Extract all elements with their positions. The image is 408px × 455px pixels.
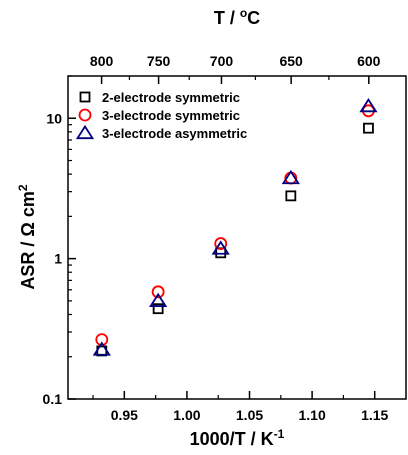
x-tick-label: 1.15 <box>361 407 388 423</box>
data-point-triangle <box>281 169 300 185</box>
top-tick-label: 750 <box>147 53 171 69</box>
x-tick-label: 1.05 <box>236 407 263 423</box>
legend: 2-electrode symmetric 3-electrode symmetr… <box>75 90 247 141</box>
legend-marker-square <box>79 91 91 103</box>
y-tick-label: 1 <box>54 251 62 267</box>
top-tick-label: 650 <box>279 53 303 69</box>
legend-marker-circle <box>78 108 92 122</box>
data-point-circle <box>151 285 165 299</box>
data-point-square <box>363 122 374 134</box>
legend-marker-triangle <box>75 124 95 140</box>
y-tick-label: 10 <box>46 110 62 126</box>
axis-tick-labels: 0.95 1.00 1.05 1.10 1.15 0.1 1 10 800 750 700 650 60… <box>43 53 389 423</box>
axis-ticks <box>68 75 376 400</box>
top-axis-title: T / oC <box>214 6 260 28</box>
x-tick-label: 0.95 <box>111 407 138 423</box>
legend-label: 3-electrode symmetric <box>102 108 240 123</box>
x-tick-label: 1.00 <box>173 407 200 423</box>
data-point-triangle <box>149 292 168 307</box>
top-tick-label: 800 <box>90 53 114 69</box>
data-point-circle <box>95 333 109 346</box>
x-tick-label: 1.10 <box>298 407 325 423</box>
top-tick-label: 700 <box>210 53 234 69</box>
data-point-square <box>152 303 164 315</box>
plot-frame <box>67 75 407 400</box>
y-tick-label: 0.1 <box>43 391 63 407</box>
data-point-triangle <box>211 240 230 255</box>
legend-label: 2-electrode symmetric <box>102 90 240 105</box>
data-markers <box>92 97 378 357</box>
x-axis-title: 1000/T / K-1 <box>190 427 285 449</box>
legend-label: 3-electrode asymmetric <box>102 126 247 141</box>
data-point-circle <box>214 237 228 250</box>
top-tick-label: 600 <box>357 53 381 69</box>
data-point-triangle <box>359 97 378 113</box>
data-point-square <box>285 190 297 202</box>
data-point-triangle <box>92 341 111 356</box>
y-axis-title: ASR / Ω cm2 <box>16 184 38 289</box>
